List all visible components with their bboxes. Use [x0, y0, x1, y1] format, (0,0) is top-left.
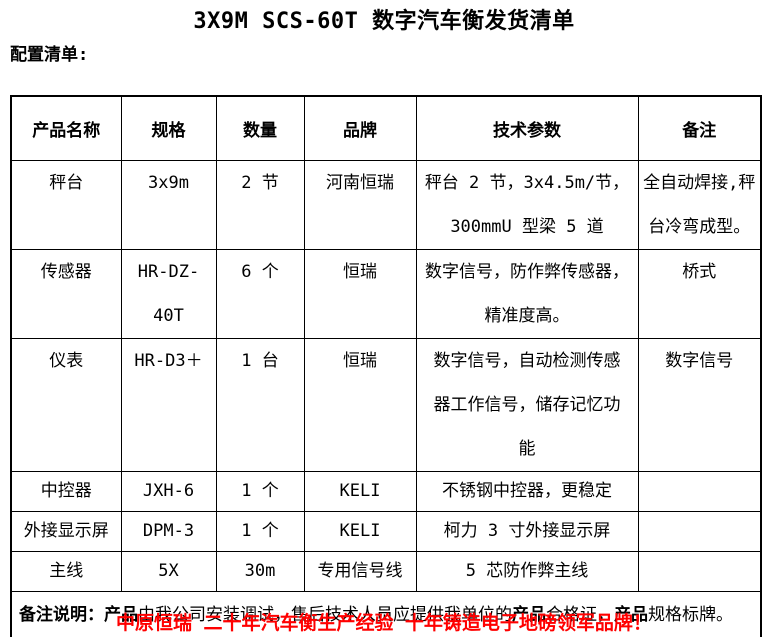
cell-quantity: 6 个 — [215, 248, 305, 339]
cell-quantity: 30m — [215, 550, 305, 592]
cell-brand: 河南恒瑞 — [303, 159, 417, 250]
cell-quantity: 1 台 — [215, 337, 305, 472]
cell-product: 秤台 — [10, 159, 122, 250]
cell-tech-params: 柯力 3 寸外接显示屏 — [415, 510, 639, 552]
table-row-sensor: 传感器 HR-DZ-40T 6 个 恒瑞 数字信号，防作弊传感器， 精准度高。 … — [10, 248, 762, 339]
table-row-platform: 秤台 3x9m 2 节 河南恒瑞 秤台 2 节，3x4.5m/节， 300mmU… — [10, 159, 762, 250]
cell-spec: HR-D3＋ — [120, 337, 217, 472]
cell-tech-params: 数字信号，自动检测传感 器工作信号，储存记忆功 能 — [415, 337, 639, 472]
cell-brand: 恒瑞 — [303, 248, 417, 339]
table-row-controller: 中控器 JXH-6 1 个 KELI 不锈钢中控器，更稳定 — [10, 470, 762, 512]
table-header-row: 产品名称 规格 数量 品牌 技术参数 备注 — [10, 95, 762, 161]
cell-remarks: 全自动焊接,秤 台冷弯成型。 — [637, 159, 762, 250]
cell-product: 传感器 — [10, 248, 122, 339]
table-row-main-cable: 主线 5X 30m 专用信号线 5 芯防作弊主线 — [10, 550, 762, 592]
table-note-row: 备注说明：产品由我公司安装调试，售后技术人员应提供我单位的产品合格证，产品规格标… — [10, 590, 762, 637]
cell-remarks: 桥式 — [637, 248, 762, 339]
cell-quantity: 1 个 — [215, 470, 305, 512]
cell-remarks — [637, 470, 762, 512]
cell-tech-params: 不锈钢中控器，更稳定 — [415, 470, 639, 512]
cell-remarks: 数字信号 — [637, 337, 762, 472]
table-row-indicator: 仪表 HR-D3＋ 1 台 恒瑞 数字信号，自动检测传感 器工作信号，储存记忆功… — [10, 337, 762, 472]
cell-product: 仪表 — [10, 337, 122, 472]
cell-spec: DPM-3 — [120, 510, 217, 552]
cell-product: 中控器 — [10, 470, 122, 512]
page-title: 3X9M SCS-60T 数字汽车衡发货清单 — [193, 9, 575, 34]
cell-spec: JXH-6 — [120, 470, 217, 512]
cell-quantity: 1 个 — [215, 510, 305, 552]
header-quantity: 数量 — [215, 95, 305, 161]
cell-spec: 5X — [120, 550, 217, 592]
cell-spec: 3x9m — [120, 159, 217, 250]
cell-tech-params: 数字信号，防作弊传感器， 精准度高。 — [415, 248, 639, 339]
section-label: 配置清单: — [10, 45, 89, 65]
header-tech-params: 技术参数 — [415, 95, 639, 161]
cell-brand: 专用信号线 — [303, 550, 417, 592]
cell-tech-params: 秤台 2 节，3x4.5m/节， 300mmU 型梁 5 道 — [415, 159, 639, 250]
shipping-list-table: 产品名称 规格 数量 品牌 技术参数 备注 秤台 3x9m 2 节 河南恒瑞 秤… — [10, 95, 762, 637]
brand-slogan: 中原恒瑞 二十年汽车衡生产经验 十年铸造电子地磅领军品牌！ — [116, 612, 652, 634]
cell-tech-params: 5 芯防作弊主线 — [415, 550, 639, 592]
cell-spec: HR-DZ-40T — [120, 248, 217, 339]
note-text: 备注说明：产品由我公司安装调试，售后技术人员应提供我单位的产品合格证，产品规格标… — [10, 590, 762, 637]
cell-brand: 恒瑞 — [303, 337, 417, 472]
cell-brand: KELI — [303, 510, 417, 552]
cell-product: 外接显示屏 — [10, 510, 122, 552]
cell-remarks — [637, 510, 762, 552]
header-brand: 品牌 — [303, 95, 417, 161]
header-spec: 规格 — [120, 95, 217, 161]
table-row-external-display: 外接显示屏 DPM-3 1 个 KELI 柯力 3 寸外接显示屏 — [10, 510, 762, 552]
cell-remarks — [637, 550, 762, 592]
cell-brand: KELI — [303, 470, 417, 512]
header-product-name: 产品名称 — [10, 95, 122, 161]
cell-quantity: 2 节 — [215, 159, 305, 250]
cell-product: 主线 — [10, 550, 122, 592]
header-remarks: 备注 — [637, 95, 762, 161]
